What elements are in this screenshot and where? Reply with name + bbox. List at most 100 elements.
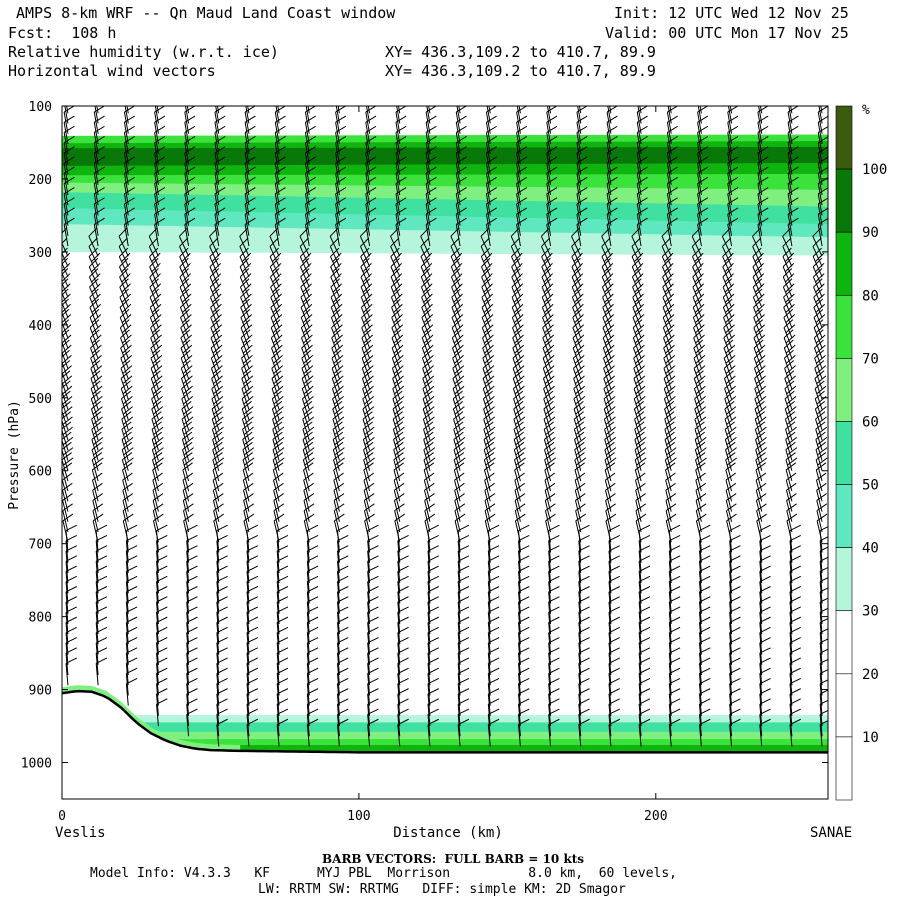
wind-barb-flag (124, 187, 135, 195)
wind-barb-flag (212, 365, 223, 374)
wind-barb (246, 616, 258, 645)
wind-barb-shaft (276, 530, 280, 553)
wind-barb (180, 349, 193, 379)
wind-barb-flag (273, 503, 285, 512)
wind-barb-flag (241, 360, 252, 369)
wind-barb-flag (62, 293, 71, 303)
wind-barb-flag (181, 283, 192, 293)
wind-barb-shaft (180, 378, 190, 400)
wind-barb-flag (153, 447, 164, 456)
wind-barb-flag (273, 513, 285, 522)
wind-barb (151, 400, 164, 431)
wind-barb-flag (607, 96, 617, 102)
wind-barb-flag (242, 273, 252, 283)
wind-barb-flag (212, 431, 223, 440)
wind-barb-flag (638, 534, 651, 542)
wind-barb-flag (95, 575, 108, 583)
wind-barb-flag (63, 217, 75, 225)
wind-barb-flag (180, 360, 191, 369)
wind-barb (246, 606, 258, 635)
header-valid: Valid: 00 UTC Mon 17 Nov 25 (605, 24, 849, 42)
wind-barb-shaft (121, 459, 129, 482)
header-xy2: XY= 436.3,109.2 to 410.7, 89.9 (385, 62, 656, 80)
wind-barb-flag (577, 85, 587, 91)
wind-barb-flag (548, 524, 560, 531)
wind-barb-flag (88, 237, 98, 247)
wind-barb-flag (397, 534, 409, 542)
wind-barb (211, 411, 224, 441)
wind-barb-flag (181, 370, 191, 379)
wind-barb-shaft (148, 236, 159, 257)
header-init: Init: 12 UTC Wed 12 Nov 25 (614, 4, 849, 22)
wind-barb-shaft (241, 368, 250, 390)
wind-barb-flag (244, 457, 255, 466)
wind-barb-flag (578, 524, 590, 531)
wind-barb-shaft (241, 378, 250, 400)
wind-barb-flag (698, 96, 708, 102)
wind-barb-shaft (156, 693, 159, 716)
wind-barb-flag (638, 524, 651, 531)
wind-barb-flag (119, 257, 129, 268)
wind-barb (95, 524, 108, 553)
wind-barb (156, 606, 168, 635)
wind-barb (65, 555, 78, 584)
wind-barb-shaft (149, 297, 159, 318)
wind-barb-flag (272, 303, 283, 313)
wind-barb (216, 698, 228, 727)
wind-barb-flag (241, 339, 251, 349)
wind-barb (216, 657, 228, 686)
wind-barb-flag (90, 380, 101, 389)
wind-barb-shaft (269, 246, 280, 267)
wind-barb-shaft (95, 663, 99, 686)
wind-barb (88, 268, 101, 298)
wind-barb-shaft (89, 337, 99, 359)
wind-barb-flag (728, 96, 738, 102)
wind-barb (186, 688, 198, 716)
wind-barb-flag (186, 667, 198, 674)
wind-barb-flag (179, 257, 189, 268)
wind-barb-flag (273, 385, 284, 395)
wind-barb-shaft (95, 550, 99, 573)
wind-barb (149, 288, 162, 318)
wind-barb-flag (149, 247, 159, 257)
wind-barb-flag (62, 237, 68, 244)
wind-barb-shaft (244, 224, 250, 247)
wind-barb-flag (276, 616, 289, 623)
wind-barb-flag (209, 257, 219, 268)
wind-barb-shaft (276, 581, 280, 604)
wind-barb-flag (182, 472, 194, 481)
wind-barb-shaft (246, 693, 250, 716)
wind-barb-shaft (149, 286, 159, 308)
wind-barb-flag (457, 534, 470, 542)
wind-barb-flag (65, 596, 78, 603)
wind-barb (246, 677, 258, 706)
wind-barb-shaft (246, 540, 250, 563)
wind-barb-flag (180, 349, 191, 359)
wind-barb-flag (213, 416, 224, 425)
wind-barb-flag (212, 452, 223, 461)
wind-barb (239, 227, 250, 257)
wind-barb-flag (92, 493, 103, 501)
wind-barb-shaft (62, 380, 69, 400)
wind-barb-flag (62, 329, 70, 337)
header-field2: Horizontal wind vectors (8, 62, 216, 80)
wind-barb (186, 637, 198, 665)
wind-barb-flag (216, 616, 228, 623)
wind-barb-shaft (216, 591, 220, 614)
wind-barb-flag (488, 534, 500, 542)
wind-barb-flag (62, 344, 72, 354)
wind-barb-flag (211, 390, 222, 400)
wind-barb-shaft (186, 550, 190, 573)
wind-barb-flag (120, 370, 131, 379)
wind-barb-flag (156, 647, 168, 654)
wind-barb-flag (62, 334, 72, 344)
wind-barb-shaft (125, 622, 129, 645)
wind-barb-shaft (216, 724, 220, 747)
wind-barb-shaft (120, 368, 129, 390)
wind-barb (62, 503, 73, 533)
wind-barb-shaft (156, 632, 159, 655)
wind-barb-flag (216, 565, 228, 572)
wind-barb (119, 308, 132, 339)
wind-barb-flag (119, 288, 129, 298)
wind-barb (271, 400, 284, 431)
